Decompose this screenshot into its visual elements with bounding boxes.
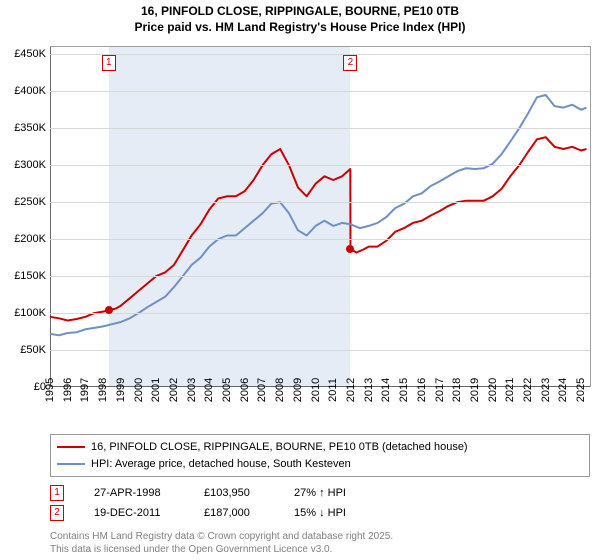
sale-dot [105, 306, 113, 314]
title-line1: 16, PINFOLD CLOSE, RIPPINGALE, BOURNE, P… [0, 4, 600, 20]
legend-label: HPI: Average price, detached house, Sout… [91, 456, 351, 473]
line-plot [50, 47, 590, 387]
y-tick-label: £250K [14, 196, 46, 208]
x-tick-label: 2004 [203, 378, 215, 402]
y-tick-label: £300K [14, 159, 46, 171]
x-tick-label: 2011 [327, 378, 339, 402]
sale-row: 1 27-APR-1998 £103,950 27% ↑ HPI [50, 485, 590, 501]
x-tick-label: 2023 [540, 378, 552, 402]
sale-delta: 15% ↓ HPI [294, 507, 346, 519]
sale-price: £187,000 [204, 507, 264, 519]
sale-row: 2 19-DEC-2011 £187,000 15% ↓ HPI [50, 505, 590, 521]
x-tick-label: 2002 [168, 378, 180, 402]
sale-marker-label: 1 [102, 55, 116, 71]
plot-area: £0£50K£100K£150K£200K£250K£300K£350K£400… [50, 46, 591, 387]
sale-delta: 27% ↑ HPI [294, 487, 346, 499]
x-tick-label: 2021 [504, 378, 516, 402]
x-tick-label: 2008 [274, 378, 286, 402]
x-tick-label: 2019 [469, 378, 481, 402]
legend-swatch [57, 463, 85, 465]
x-tick-label: 2014 [380, 378, 392, 402]
sale-price: £103,950 [204, 487, 264, 499]
x-tick-label: 2001 [150, 378, 162, 402]
sales-table: 1 27-APR-1998 £103,950 27% ↑ HPI 2 19-DEC-201… [50, 485, 590, 521]
x-tick-label: 1997 [79, 378, 91, 402]
x-tick-label: 2022 [522, 378, 534, 402]
sale-index: 1 [50, 485, 64, 501]
legend-swatch [57, 446, 85, 448]
legend-label: 16, PINFOLD CLOSE, RIPPINGALE, BOURNE, P… [91, 439, 468, 456]
x-tick-label: 2009 [292, 378, 304, 402]
x-tick-label: 2013 [363, 378, 375, 402]
footer-line1: Contains HM Land Registry data © Crown c… [50, 531, 393, 544]
gridline [50, 202, 590, 203]
legend: 16, PINFOLD CLOSE, RIPPINGALE, BOURNE, P… [50, 434, 590, 477]
x-tick-label: 2003 [186, 378, 198, 402]
footer-line2: This data is licensed under the Open Gov… [50, 544, 393, 557]
sale-date: 27-APR-1998 [94, 487, 174, 499]
x-tick-label: 2024 [557, 378, 569, 402]
gridline [50, 54, 590, 55]
x-tick-label: 2010 [310, 378, 322, 402]
y-tick-label: £100K [14, 307, 46, 319]
x-tick-label: 2020 [487, 378, 499, 402]
series-line [50, 95, 587, 335]
y-tick-label: £200K [14, 233, 46, 245]
x-tick-label: 2015 [398, 378, 410, 402]
x-tick-label: 2000 [133, 378, 145, 402]
chart-container: 16, PINFOLD CLOSE, RIPPINGALE, BOURNE, P… [0, 0, 600, 560]
sale-index: 2 [50, 505, 64, 521]
y-tick-label: £350K [14, 122, 46, 134]
gridline [50, 350, 590, 351]
legend-row: 16, PINFOLD CLOSE, RIPPINGALE, BOURNE, P… [57, 439, 583, 456]
y-tick-label: £400K [14, 85, 46, 97]
gridline [50, 313, 590, 314]
x-tick-label: 2018 [451, 378, 463, 402]
y-tick-label: £450K [14, 48, 46, 60]
x-tick-label: 2007 [256, 378, 268, 402]
y-tick-label: £50K [20, 344, 46, 356]
gridline [50, 165, 590, 166]
x-tick-label: 1999 [115, 378, 127, 402]
gridline [50, 128, 590, 129]
x-tick-label: 2017 [434, 378, 446, 402]
gridline [50, 91, 590, 92]
gridline [50, 239, 590, 240]
x-tick-label: 2016 [416, 378, 428, 402]
chart-title: 16, PINFOLD CLOSE, RIPPINGALE, BOURNE, P… [0, 0, 600, 35]
legend-and-sales: 16, PINFOLD CLOSE, RIPPINGALE, BOURNE, P… [50, 434, 590, 525]
gridline [50, 276, 590, 277]
x-tick-label: 1996 [62, 378, 74, 402]
x-tick-label: 2006 [239, 378, 251, 402]
x-tick-label: 2012 [345, 378, 357, 402]
x-tick-label: 2005 [221, 378, 233, 402]
x-tick-label: 2025 [575, 378, 587, 402]
x-tick-label: 1995 [44, 378, 56, 402]
title-line2: Price paid vs. HM Land Registry's House … [0, 20, 600, 36]
footer: Contains HM Land Registry data © Crown c… [50, 531, 393, 556]
y-tick-label: £150K [14, 270, 46, 282]
sale-date: 19-DEC-2011 [94, 507, 174, 519]
legend-row: HPI: Average price, detached house, Sout… [57, 456, 583, 473]
sale-dot [346, 245, 354, 253]
sale-marker-label: 2 [343, 55, 357, 71]
x-tick-label: 1998 [97, 378, 109, 402]
